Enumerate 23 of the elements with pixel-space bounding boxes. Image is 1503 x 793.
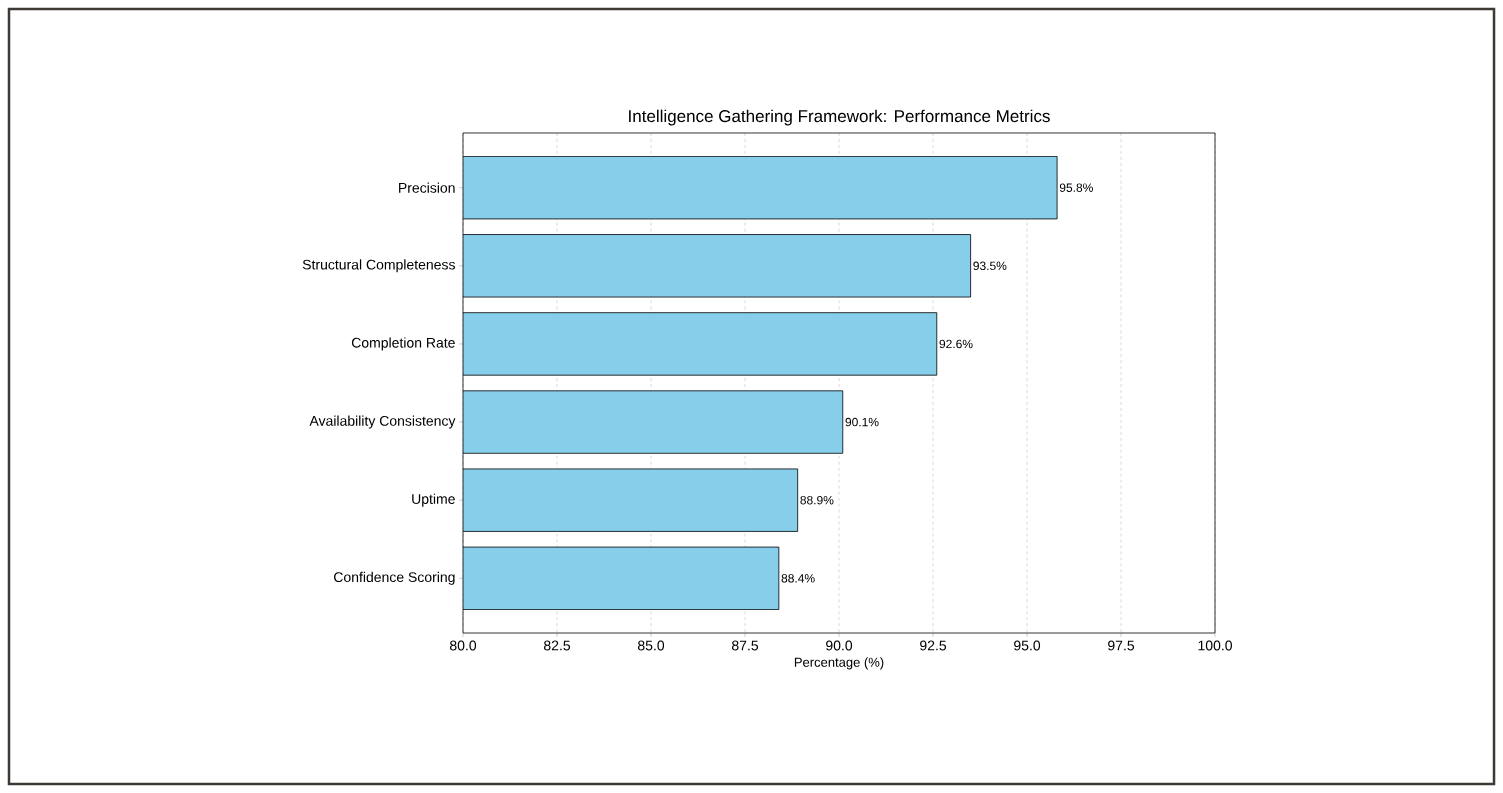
x-tick-label: 97.5 [1108, 640, 1135, 651]
x-tick-label: 85.0 [638, 640, 665, 651]
data-label: 92.6% [939, 339, 973, 349]
y-tick-label: Structural Completeness [302, 259, 455, 273]
data-label: 93.5% [973, 261, 1007, 271]
y-tick-label: Confidence Scoring [334, 571, 455, 585]
x-tick-label: 87.5 [732, 640, 759, 651]
y-tick-label: Precision [399, 182, 455, 193]
y-tick-label: Uptime [412, 493, 455, 507]
y-tick-label: Availability Consistency [309, 415, 456, 429]
x-tick-label: 100.0 [1198, 640, 1232, 651]
x-tick-label: 82.5 [544, 640, 571, 651]
x-tick-label: 90.0 [826, 640, 853, 651]
y-tick-label: Completion Rate [351, 337, 455, 351]
x-tick-label: 80.0 [450, 640, 477, 651]
data-label: 88.9% [800, 495, 834, 505]
data-label: 90.1% [845, 417, 879, 427]
x-tick-label: 95.0 [1014, 640, 1041, 651]
data-label: 95.8% [1059, 183, 1093, 192]
data-label: 88.4% [781, 574, 815, 583]
x-axis-title: Percentage (%) [794, 657, 884, 670]
x-tick-label: 92.5 [920, 640, 947, 651]
chart-title: Intelligence Gathering Framework: Performance Metrics [629, 109, 1050, 126]
